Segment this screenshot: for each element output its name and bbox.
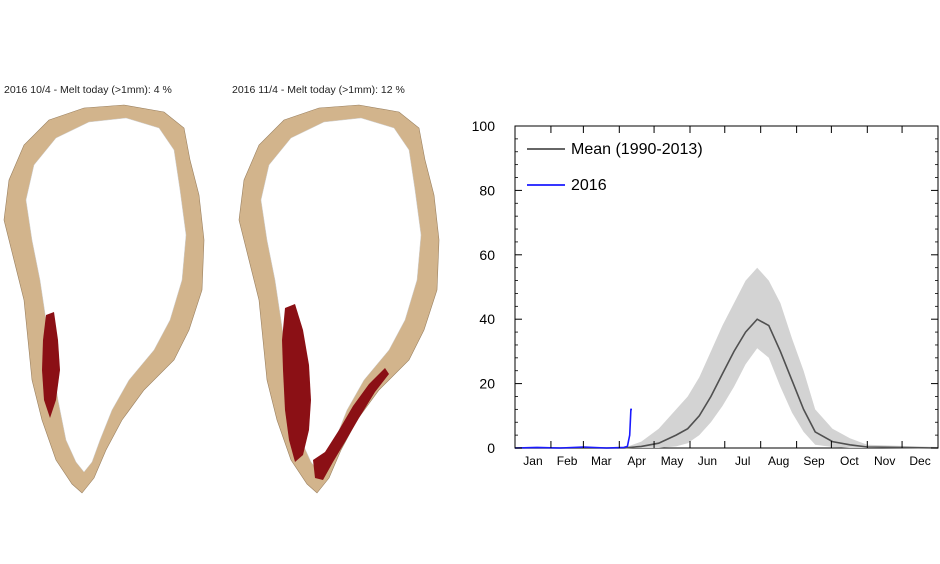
melt-region-southeast <box>313 368 389 480</box>
x-tick-label: Feb <box>557 454 578 468</box>
x-tick-label: Jan <box>523 454 542 468</box>
map-title-april-10: 2016 10/4 - Melt today (>1mm): 4 % <box>4 84 172 96</box>
x-tick-label: Dec <box>909 454 930 468</box>
x-tick-label: Nov <box>874 454 895 468</box>
axes-layer: 0 20 40 60 80 100 Jan Feb Mar Apr May Jun Jul Aug Sep O… <box>472 118 939 468</box>
legend: Mean (1990-2013) 2016 <box>527 141 703 194</box>
x-tick-label: Aug <box>768 454 789 468</box>
plot-area <box>514 125 939 449</box>
x-tick-label: Mar <box>591 454 612 468</box>
x-tick-label: Sep <box>803 454 825 468</box>
melt-region <box>42 312 60 418</box>
x-tick-label: Oct <box>840 454 859 468</box>
x-tick-label: Jun <box>698 454 717 468</box>
x-tick-label: Jul <box>735 454 750 468</box>
greenland-ice-sheet <box>25 117 187 473</box>
y-tick-label: 60 <box>479 247 495 263</box>
mean-range-band <box>515 267 938 448</box>
greenland-melt-map-april-10 <box>3 104 205 494</box>
legend-label-2016: 2016 <box>571 177 607 194</box>
greenland-melt-map-april-11 <box>238 104 440 494</box>
mean-series-line <box>515 318 939 449</box>
map-title-april-11: 2016 11/4 - Melt today (>1mm): 12 % <box>232 84 405 96</box>
y-tick-label: 0 <box>487 440 495 456</box>
y-tick-label: 20 <box>479 376 495 392</box>
y-tick-label: 80 <box>479 182 495 198</box>
y-tick-label: 100 <box>472 118 496 134</box>
y-tick-label: 40 <box>479 311 495 327</box>
melt-extent-chart: 0 20 40 60 80 100 Jan Feb Mar Apr May Jun Jul Aug Sep O… <box>472 118 939 468</box>
x-tick-label: May <box>661 454 684 468</box>
series-2016-line <box>514 408 632 449</box>
legend-label-mean: Mean (1990-2013) <box>571 141 703 158</box>
series-layer <box>514 267 939 449</box>
melt-region-west <box>282 304 311 462</box>
x-tick-label: Apr <box>627 454 646 468</box>
plot-frame <box>514 125 939 449</box>
